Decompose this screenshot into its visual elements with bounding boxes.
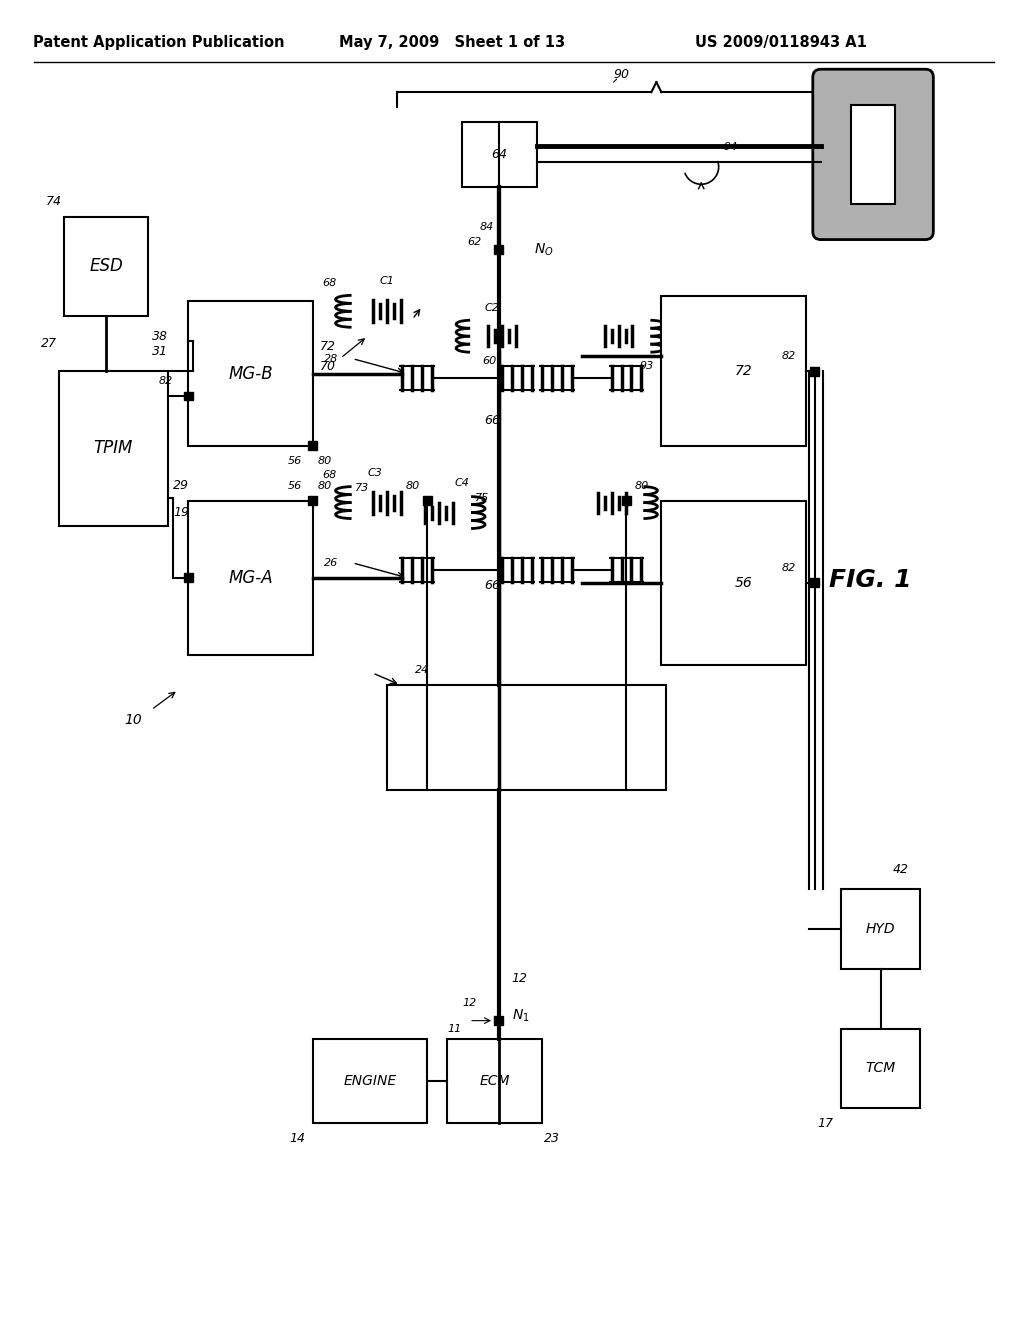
Text: C2: C2 (484, 304, 500, 313)
Text: 26: 26 (324, 558, 338, 568)
Bar (810, 367, 819, 376)
Text: 73: 73 (355, 483, 370, 492)
Text: 70: 70 (319, 359, 336, 372)
Text: 72: 72 (319, 339, 336, 352)
Text: MG-A: MG-A (228, 569, 272, 587)
Text: $N_O$: $N_O$ (534, 242, 554, 257)
Text: 66: 66 (484, 578, 500, 591)
Text: 19: 19 (173, 506, 189, 519)
Text: 27: 27 (41, 337, 56, 350)
Text: US 2009/0118943 A1: US 2009/0118943 A1 (695, 34, 867, 50)
Bar (495, 1016, 504, 1026)
Text: 94: 94 (724, 143, 738, 152)
Text: 31: 31 (153, 345, 168, 358)
Text: 28: 28 (324, 354, 338, 363)
Bar (308, 441, 317, 450)
Text: 80: 80 (406, 480, 420, 491)
Bar (183, 573, 193, 582)
Bar (462, 121, 537, 187)
Text: 17: 17 (818, 1117, 834, 1130)
Bar (841, 1028, 921, 1109)
Text: 80: 80 (317, 455, 332, 466)
Bar (495, 246, 504, 253)
Text: $N_1$: $N_1$ (512, 1007, 529, 1024)
Bar (662, 500, 806, 665)
Text: 38: 38 (153, 330, 168, 343)
Text: 12: 12 (511, 973, 527, 985)
Text: 66: 66 (484, 414, 500, 428)
Bar (810, 578, 819, 587)
Text: 68: 68 (323, 470, 337, 479)
Bar (308, 496, 317, 506)
Text: 75: 75 (475, 492, 489, 503)
Bar (841, 890, 921, 969)
Text: C3: C3 (368, 467, 383, 478)
Text: 42: 42 (893, 863, 908, 875)
Text: 90: 90 (613, 67, 630, 81)
Text: 12: 12 (462, 998, 476, 1007)
Bar (622, 496, 631, 506)
Bar (188, 500, 312, 655)
Text: 23: 23 (544, 1131, 560, 1144)
Text: 72: 72 (734, 364, 753, 378)
Text: 82: 82 (159, 376, 173, 385)
Text: FIG. 1: FIG. 1 (829, 569, 911, 593)
Text: May 7, 2009   Sheet 1 of 13: May 7, 2009 Sheet 1 of 13 (339, 34, 565, 50)
Text: 29: 29 (173, 479, 189, 492)
Text: C4: C4 (455, 478, 470, 487)
Text: 74: 74 (46, 195, 61, 209)
Text: 56: 56 (288, 455, 302, 466)
Text: MG-B: MG-B (228, 364, 272, 383)
Bar (312, 1039, 427, 1123)
Text: TPIM: TPIM (94, 440, 133, 457)
Text: 62: 62 (467, 236, 481, 247)
Text: 14: 14 (290, 1131, 306, 1144)
Text: ENGINE: ENGINE (343, 1074, 396, 1088)
Text: ECM: ECM (479, 1074, 510, 1088)
Text: 56: 56 (734, 576, 753, 590)
Text: HYD: HYD (865, 921, 895, 936)
Text: 64: 64 (492, 148, 508, 161)
Bar (188, 301, 312, 446)
Text: 68: 68 (323, 279, 337, 288)
Text: 93: 93 (639, 362, 653, 371)
Bar (58, 371, 168, 525)
Bar (851, 104, 895, 205)
Text: 82: 82 (781, 562, 796, 573)
Text: 80: 80 (634, 480, 648, 491)
Text: 24: 24 (415, 665, 429, 675)
Text: 80: 80 (317, 480, 332, 491)
Text: 11: 11 (447, 1023, 461, 1034)
Text: C1: C1 (380, 276, 395, 286)
Text: TCM: TCM (865, 1061, 896, 1076)
Text: ESD: ESD (89, 257, 123, 276)
Text: 82: 82 (781, 351, 796, 362)
Bar (63, 216, 148, 317)
FancyBboxPatch shape (813, 69, 933, 240)
Text: 60: 60 (482, 356, 497, 366)
Bar (662, 297, 806, 446)
Text: 56: 56 (288, 480, 302, 491)
Text: 84: 84 (480, 222, 495, 231)
Bar (447, 1039, 542, 1123)
Bar (387, 685, 667, 789)
Bar (423, 496, 432, 506)
Text: 10: 10 (125, 713, 142, 727)
Text: Patent Application Publication: Patent Application Publication (33, 34, 284, 50)
Bar (183, 392, 193, 400)
